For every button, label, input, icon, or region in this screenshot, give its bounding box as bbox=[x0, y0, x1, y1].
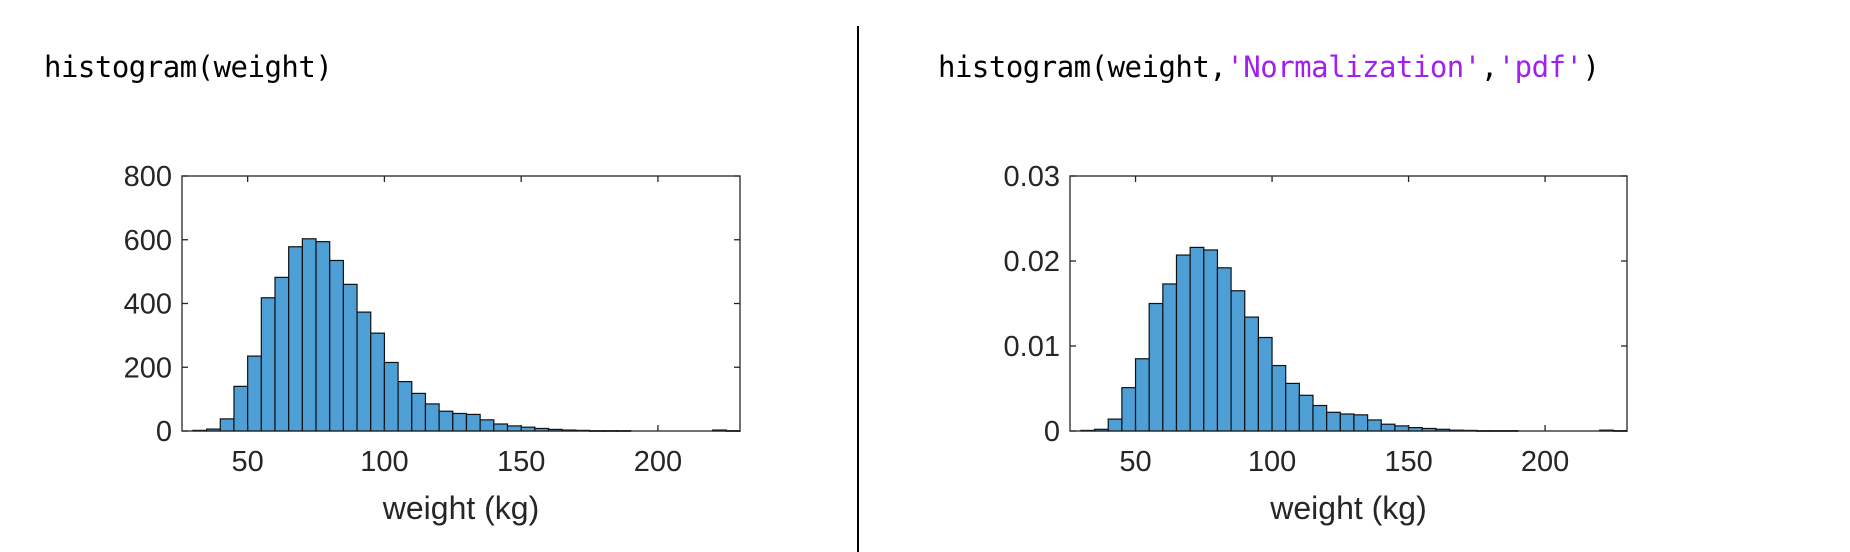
left-panel: histogram(weight) 50 100 150 200 0 200 400 600 8… bbox=[0, 0, 855, 552]
histogram-bar bbox=[1271, 364, 1287, 432]
histogram-bar bbox=[452, 412, 468, 432]
histogram-bar bbox=[1257, 336, 1273, 432]
histogram-bar bbox=[1339, 413, 1355, 432]
code-text: histogram(weight bbox=[44, 50, 316, 84]
right-panel: histogram(weight,'Normalization','pdf') … bbox=[860, 0, 1850, 552]
histogram-bar bbox=[1353, 414, 1369, 432]
histogram-bar bbox=[1162, 283, 1178, 432]
x-tick-label: 200 bbox=[634, 446, 682, 478]
code-separator: , bbox=[1480, 50, 1498, 84]
x-tick-label: 200 bbox=[1521, 446, 1569, 478]
y-tick-label: 0.02 bbox=[1004, 246, 1060, 278]
code-suffix: ) bbox=[1582, 50, 1600, 84]
histogram-bar bbox=[1134, 358, 1150, 432]
panel-divider bbox=[857, 26, 859, 552]
x-tick-label: 50 bbox=[1119, 446, 1151, 478]
histogram-bar bbox=[506, 425, 522, 432]
histogram-bar bbox=[342, 283, 358, 432]
histogram-bar bbox=[1394, 425, 1410, 432]
code-suffix: ) bbox=[315, 50, 333, 84]
histogram-chart-pdf: 50 100 150 200 0 0.01 0.02 0.03 weight (kg) bbox=[1004, 161, 1628, 526]
histogram-bar bbox=[1203, 249, 1219, 432]
histogram-bar bbox=[356, 311, 372, 432]
histogram-bar bbox=[465, 413, 481, 432]
histogram-bar bbox=[1380, 423, 1396, 432]
x-tick-label: 100 bbox=[360, 446, 408, 478]
x-tick-label: 50 bbox=[232, 446, 264, 478]
code-line: histogram(weight) bbox=[44, 50, 333, 84]
histogram-bar bbox=[370, 332, 386, 432]
histogram-bar bbox=[1230, 290, 1246, 432]
histogram-bar bbox=[438, 410, 454, 432]
histogram-bar bbox=[1107, 418, 1123, 432]
code-string-arg: 'pdf' bbox=[1497, 50, 1583, 84]
histogram-bar bbox=[1189, 246, 1205, 432]
histogram-bar bbox=[383, 361, 399, 432]
histogram-bar bbox=[315, 241, 331, 432]
y-tick-label: 600 bbox=[124, 225, 172, 257]
x-axis-label: weight (kg) bbox=[1269, 490, 1427, 526]
histogram-chart-counts: 50 100 150 200 0 200 400 600 800 weight (kg) bbox=[124, 161, 741, 526]
code-text: histogram(weight, bbox=[938, 50, 1227, 84]
code-string-arg: 'Normalization' bbox=[1226, 50, 1481, 84]
histogram-bar bbox=[329, 259, 344, 432]
x-tick-label: 100 bbox=[1248, 446, 1296, 478]
histogram-bar bbox=[411, 392, 427, 432]
histogram-bar bbox=[424, 403, 440, 432]
histogram-bar bbox=[233, 385, 249, 432]
histogram-bar bbox=[219, 418, 235, 432]
y-tick-label: 200 bbox=[124, 352, 172, 384]
histogram-bar bbox=[479, 419, 495, 432]
x-tick-label: 150 bbox=[497, 446, 545, 478]
code-line: histogram(weight,'Normalization','pdf') bbox=[938, 50, 1600, 84]
histogram-bar bbox=[1216, 267, 1232, 432]
histogram-bar bbox=[1175, 254, 1191, 432]
histogram-bar bbox=[1367, 419, 1382, 432]
histogram-bar bbox=[1244, 316, 1259, 432]
histogram-bar bbox=[247, 355, 262, 432]
y-tick-label: 800 bbox=[124, 161, 172, 193]
y-tick-label: 0 bbox=[156, 416, 172, 448]
histogram-bar bbox=[1298, 394, 1314, 432]
plot-frame bbox=[1069, 175, 1628, 432]
histogram-bar bbox=[493, 423, 509, 432]
histogram-bar bbox=[288, 246, 303, 432]
histogram-bar bbox=[397, 380, 413, 432]
y-tick-label: 400 bbox=[124, 289, 172, 321]
x-tick-label: 150 bbox=[1384, 446, 1432, 478]
histogram-bar bbox=[1285, 382, 1300, 432]
histogram-bar bbox=[274, 276, 290, 432]
histogram-bar bbox=[260, 297, 276, 432]
x-axis-label: weight (kg) bbox=[382, 490, 540, 526]
y-tick-label: 0 bbox=[1044, 416, 1060, 448]
y-tick-label: 0.01 bbox=[1004, 331, 1060, 363]
histogram-bar bbox=[1121, 387, 1137, 432]
histogram-bar bbox=[1326, 411, 1341, 432]
histogram-bar bbox=[1148, 302, 1164, 432]
y-tick-label: 0.03 bbox=[1004, 161, 1060, 193]
histogram-bar bbox=[301, 238, 317, 432]
histogram-bar bbox=[1312, 404, 1328, 432]
